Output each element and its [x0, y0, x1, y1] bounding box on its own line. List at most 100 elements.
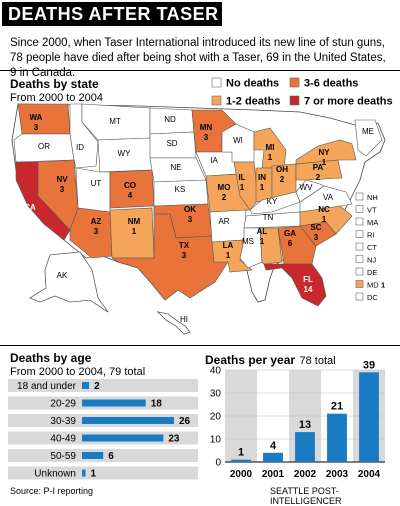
age-chart-title: Deaths by age	[10, 351, 92, 365]
year-value-label: 1	[238, 447, 244, 459]
state-label-ms: MS	[242, 237, 254, 246]
small-state-nh: NH	[367, 193, 378, 202]
small-state-swatch	[355, 267, 364, 276]
map-title: Deaths by state	[10, 77, 99, 91]
state-value-mi: 1	[268, 153, 273, 162]
year-bar	[295, 432, 315, 462]
state-ut	[75, 167, 111, 213]
small-state-swatch	[355, 205, 364, 213]
age-row-band	[8, 466, 198, 480]
small-state-ri: RI	[367, 231, 375, 240]
age-bar	[82, 469, 86, 477]
age-category-label: 18 and under	[17, 381, 77, 392]
small-state-md: MD	[367, 281, 379, 290]
state-label-nv: NV	[56, 175, 68, 184]
age-value-label: 23	[168, 434, 180, 445]
y-tick-label: 0	[215, 458, 221, 469]
state-label-ca: CA	[24, 203, 36, 212]
small-state-ma: MA	[367, 218, 378, 227]
state-label-me: ME	[362, 127, 374, 136]
state-value-nc: 1	[322, 215, 327, 224]
year-bar	[263, 452, 283, 462]
divider	[0, 70, 400, 71]
age-value-label: 18	[151, 399, 163, 410]
state-value-mn: 3	[204, 133, 209, 142]
credit-line: SEATTLE POST-INTELLIGENCER	[270, 486, 342, 506]
state-label-mt: MT	[109, 117, 121, 126]
state-label-wi: WI	[233, 136, 243, 145]
state-value-fl: 14	[304, 285, 313, 294]
age-value-label: 26	[179, 416, 191, 427]
state-value-nm: 1	[132, 227, 137, 236]
small-state-swatch	[355, 242, 364, 251]
state-label-nd: ND	[164, 115, 176, 124]
small-state-dc: DC	[367, 293, 378, 302]
x-tick-label: 2001	[262, 469, 285, 480]
state-label-la: LA	[223, 241, 234, 250]
age-value-label: 2	[94, 381, 100, 392]
state-label-hi: HI	[180, 315, 188, 324]
state-label-ia: IA	[210, 156, 218, 165]
state-value-in: 1	[260, 183, 265, 192]
state-label-ak: AK	[57, 271, 68, 280]
state-label-sc: SC	[310, 223, 321, 232]
small-state-swatch	[355, 255, 364, 263]
state-label-ut: UT	[91, 179, 102, 188]
state-label-tn: TN	[263, 213, 274, 222]
state-value-co: 4	[128, 191, 133, 200]
age-row-band	[8, 379, 198, 392]
small-state-swatch	[355, 230, 364, 238]
state-label-ar: AR	[218, 217, 229, 226]
year-bar	[327, 413, 347, 462]
small-state-swatch	[355, 292, 364, 301]
x-tick-label: 2000	[230, 469, 253, 480]
state-label-ny: NY	[318, 148, 330, 157]
state-label-mi: MI	[266, 143, 275, 152]
state-value-nv: 3	[60, 185, 65, 194]
y-tick-label: 10	[210, 435, 222, 446]
state-il	[233, 161, 259, 211]
year-value-label: 21	[331, 401, 343, 413]
state-fl	[263, 263, 327, 307]
state-label-va: VA	[323, 193, 334, 202]
x-tick-label: 2002	[294, 469, 317, 480]
state-or	[13, 133, 75, 163]
state-value-ga: 6	[288, 239, 293, 248]
state-value-ny: 1	[322, 158, 327, 167]
age-category-label: 20-29	[50, 399, 76, 410]
age-value-label: 6	[108, 451, 114, 462]
state-label-wy: WY	[118, 149, 132, 158]
state-label-tx: TX	[179, 241, 190, 250]
state-label-ks: KS	[175, 185, 186, 194]
age-bar	[82, 399, 146, 407]
age-chart-subtitle: From 2000 to 2004, 79 total	[10, 366, 146, 378]
state-label-al: AL	[257, 227, 268, 236]
state-label-mo: MO	[218, 183, 231, 192]
age-bar-chart: 18 and under 2 20-29 18 30-39 26 40-49 23 50-59 6…	[8, 379, 198, 480]
state-label-nc: NC	[318, 205, 330, 214]
state-value-il: 1	[240, 183, 245, 192]
state-label-az: AZ	[91, 217, 102, 226]
state-ga	[277, 225, 317, 265]
state-label-or: OR	[38, 142, 50, 151]
age-category-label: 50-59	[50, 451, 76, 462]
state-value-pa: 2	[316, 173, 321, 182]
graphic-title: DEATHS AFTER TASER SHOCKS	[2, 2, 222, 48]
age-category-label: 40-49	[50, 434, 76, 445]
state-value-mo: 2	[222, 193, 227, 202]
state-label-wa: WA	[30, 113, 43, 122]
age-bar	[82, 417, 174, 424]
legend-label-none: No deaths	[226, 78, 279, 90]
state-label-ok: OK	[184, 205, 196, 214]
year-value-label: 4	[270, 440, 277, 452]
small-state-de: DE	[367, 268, 377, 277]
legend-swatch-c1_2	[211, 95, 222, 106]
state-ar	[209, 209, 247, 243]
y-tick-label: 20	[210, 412, 222, 423]
x-tick-label: 2003	[326, 469, 349, 480]
state-wv	[295, 179, 325, 203]
y-tick-label: 40	[210, 366, 222, 377]
legend-swatch-c3_6	[289, 77, 300, 88]
small-state-swatch	[355, 217, 364, 226]
